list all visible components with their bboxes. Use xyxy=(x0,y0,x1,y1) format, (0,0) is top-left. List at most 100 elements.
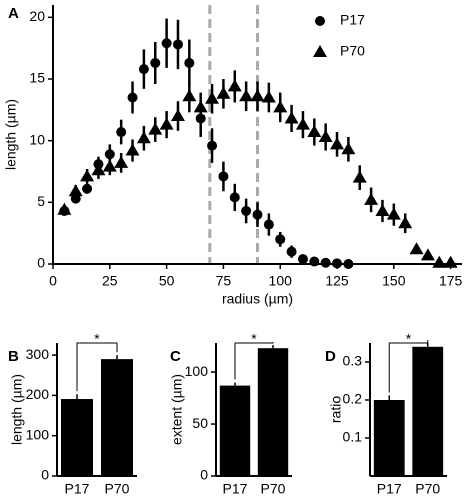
data-point xyxy=(386,207,401,220)
data-point xyxy=(205,91,220,104)
data-point xyxy=(125,143,140,156)
x-tick-label: 150 xyxy=(382,273,406,289)
significance-bracket xyxy=(76,342,118,392)
y-axis-label: ratio xyxy=(328,396,344,423)
data-point xyxy=(239,89,254,102)
data-point xyxy=(252,209,263,220)
y-tick-label: 200 xyxy=(26,386,50,402)
data-point xyxy=(91,163,106,176)
data-point xyxy=(102,159,117,172)
panel-label: C xyxy=(170,348,181,365)
y-tick-label: 0.2 xyxy=(343,391,363,407)
y-tick-label: 0 xyxy=(41,467,49,483)
data-point xyxy=(136,131,151,144)
y-tick-label: 0.3 xyxy=(343,353,363,369)
data-point xyxy=(297,254,308,265)
x-axis-label: radius (µm) xyxy=(222,291,293,307)
x-tick-label: 25 xyxy=(102,273,118,289)
data-point xyxy=(432,255,447,268)
data-point xyxy=(159,117,174,130)
legend-label: P70 xyxy=(340,43,365,59)
data-point xyxy=(148,122,163,135)
data-point xyxy=(218,171,229,182)
bar xyxy=(61,399,93,476)
data-point xyxy=(82,183,93,194)
data-point xyxy=(182,89,197,102)
legend-label: P17 xyxy=(340,12,365,28)
data-point xyxy=(330,137,345,150)
data-point xyxy=(68,184,83,197)
data-point xyxy=(116,127,127,138)
x-tick-label: 125 xyxy=(325,273,349,289)
data-point xyxy=(364,192,379,205)
y-tick-label: 10 xyxy=(29,131,45,147)
legend-marker xyxy=(313,45,327,57)
data-point xyxy=(172,39,183,50)
data-point xyxy=(320,257,331,268)
data-point xyxy=(420,248,435,261)
x-tick-label: P17 xyxy=(377,481,402,497)
x-tick-label: 100 xyxy=(269,273,293,289)
data-point xyxy=(138,64,149,75)
x-tick-label: 0 xyxy=(49,273,57,289)
y-tick-label: 20 xyxy=(29,8,45,24)
x-tick-label: P70 xyxy=(105,481,130,497)
data-point xyxy=(227,79,242,92)
significance-bracket xyxy=(388,340,429,393)
y-tick-label: 0.1 xyxy=(343,429,363,445)
x-tick-label: 175 xyxy=(439,273,463,289)
y-axis-label: extent (µm) xyxy=(169,374,185,445)
y-tick-label: 0 xyxy=(200,467,208,483)
x-tick-label: 75 xyxy=(216,273,232,289)
data-point xyxy=(409,242,424,255)
data-point xyxy=(261,90,276,103)
data-point xyxy=(352,170,367,183)
bar xyxy=(412,346,444,476)
bar xyxy=(373,400,405,476)
data-point xyxy=(295,117,310,130)
x-tick-label: P17 xyxy=(223,481,248,497)
data-point xyxy=(286,246,297,257)
data-point xyxy=(309,256,320,267)
data-point xyxy=(250,89,265,102)
data-point xyxy=(307,125,322,138)
y-tick-label: 100 xyxy=(185,363,209,379)
data-point xyxy=(80,169,95,182)
data-point xyxy=(193,100,208,113)
data-point xyxy=(443,255,458,268)
significance-star: * xyxy=(406,331,412,347)
data-point xyxy=(284,111,299,124)
bar xyxy=(257,348,289,476)
y-tick-label: 50 xyxy=(192,415,208,431)
data-point xyxy=(127,92,138,103)
significance-bracket xyxy=(234,342,274,380)
data-point xyxy=(332,258,343,269)
data-point xyxy=(229,192,240,203)
data-point xyxy=(161,38,172,49)
y-tick-label: 100 xyxy=(26,426,50,442)
x-tick-label: P17 xyxy=(65,481,90,497)
panel-label: B xyxy=(8,348,19,365)
data-point xyxy=(375,203,390,216)
data-point xyxy=(104,149,115,160)
y-tick-label: 15 xyxy=(29,70,45,86)
data-point xyxy=(57,202,72,215)
data-point xyxy=(184,57,195,68)
y-tick-label: 5 xyxy=(37,193,45,209)
y-tick-label: 0 xyxy=(37,255,45,271)
data-point xyxy=(341,142,356,155)
panel-label: A xyxy=(8,5,19,22)
x-tick-label: 50 xyxy=(159,273,175,289)
panel-label: D xyxy=(325,348,336,365)
x-tick-label: P70 xyxy=(261,481,286,497)
data-point xyxy=(150,57,161,68)
data-point xyxy=(241,205,252,216)
data-point xyxy=(114,155,129,168)
y-axis-label: length (µm) xyxy=(3,99,19,170)
data-point xyxy=(170,109,185,121)
significance-star: * xyxy=(94,331,100,347)
data-point xyxy=(273,100,288,113)
data-point xyxy=(318,129,333,142)
y-axis-label: length (µm) xyxy=(9,374,25,445)
